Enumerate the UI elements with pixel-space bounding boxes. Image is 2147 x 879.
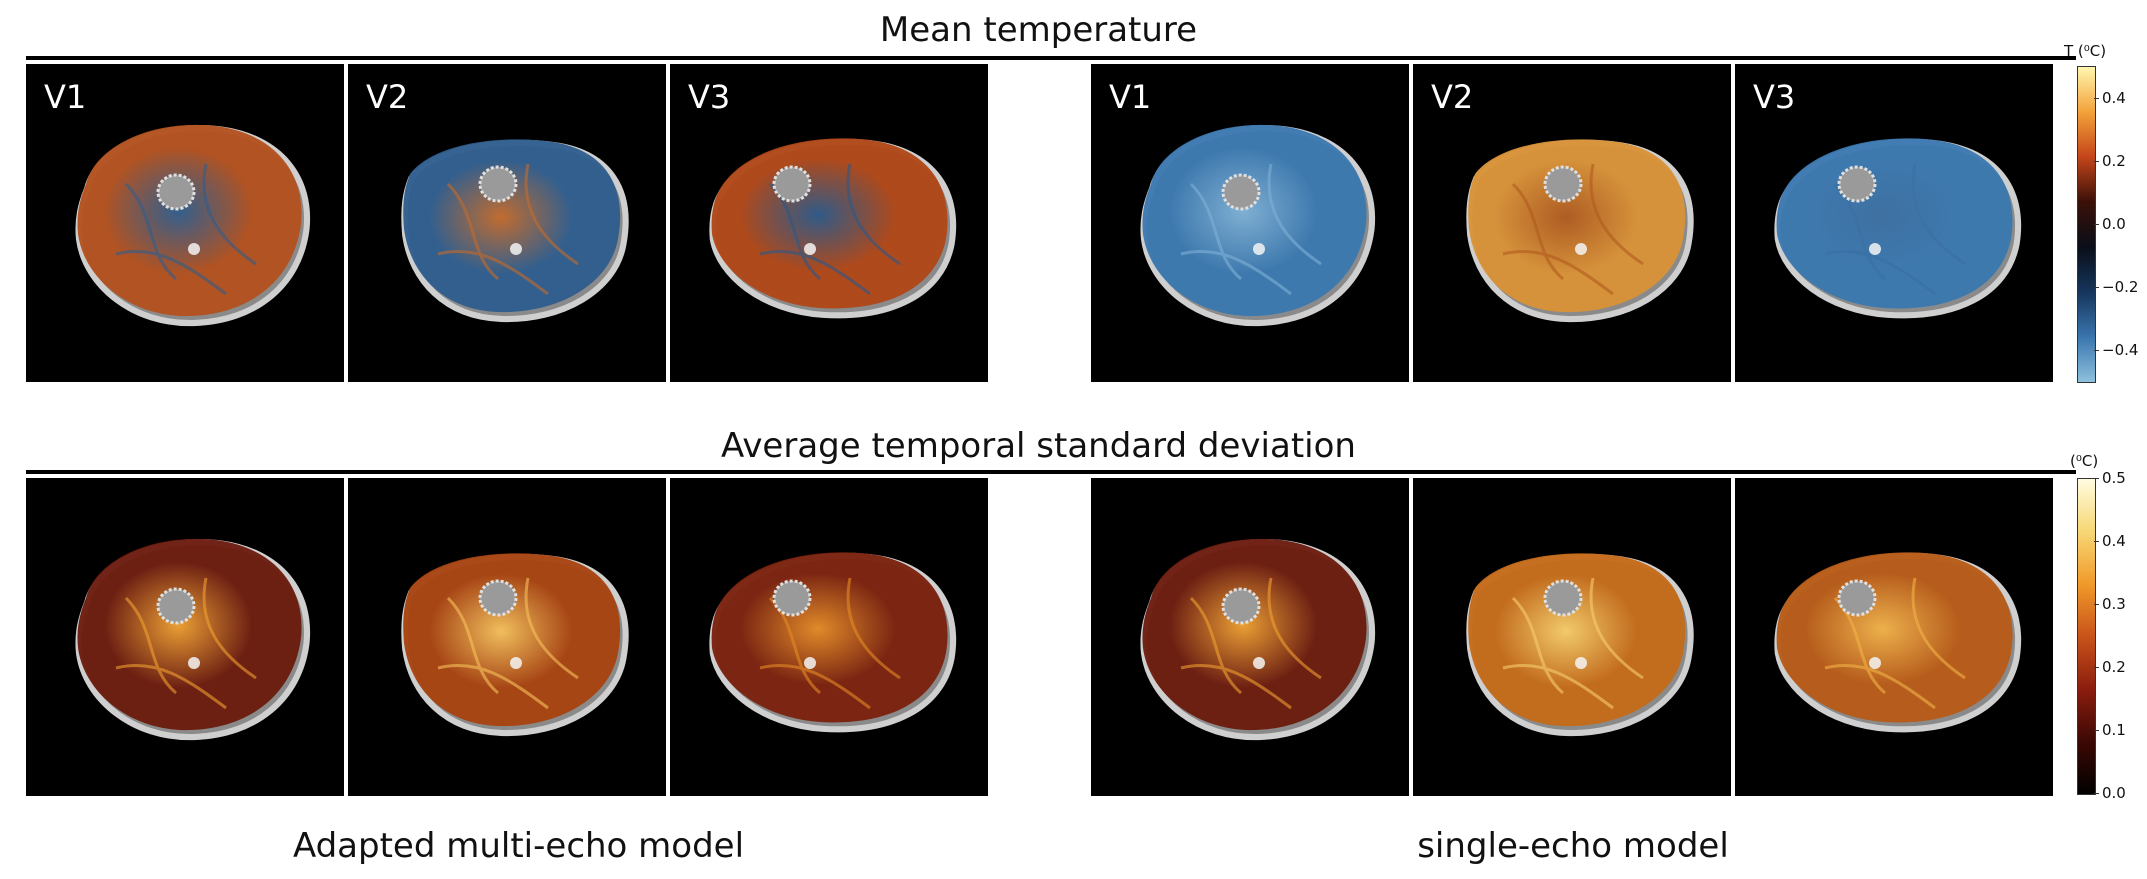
std-colorbar-tick-mark	[2094, 604, 2099, 605]
std-colorbar-tick-label: 0.3	[2102, 595, 2126, 613]
temperature-colorbar-tick-mark	[2094, 286, 2099, 288]
temperature-colorbar-tick-mark	[2094, 97, 2099, 99]
visit-label-v2: V2	[366, 78, 409, 116]
visit-label-v2: V2	[1431, 78, 1474, 116]
std-deviation-title: Average temporal standard deviation	[721, 426, 1356, 466]
temperature-colorbar	[2077, 66, 2096, 383]
std-colorbar-tick-label: 0.2	[2102, 658, 2126, 676]
mean-temperature-panel-single-echo-v3: V3	[1735, 64, 2053, 382]
mean-temperature-panel-single-echo-v1: V1	[1091, 64, 1409, 382]
middle-rule	[26, 470, 2076, 474]
std-deviation-panel-multi-echo-v2	[348, 478, 666, 796]
single-echo-model-label: single-echo model	[1417, 826, 1729, 866]
std-deviation-panel-single-echo-v2	[1413, 478, 1731, 796]
std-deviation-panel-single-echo-v3	[1735, 478, 2053, 796]
temperature-colorbar-tick-mark	[2094, 160, 2099, 162]
std-colorbar-tick-mark	[2094, 793, 2099, 794]
std-colorbar-tick-label: 0.1	[2102, 721, 2126, 739]
std-colorbar-tick-mark	[2094, 541, 2099, 542]
mean-temperature-panel-single-echo-v2: V2	[1413, 64, 1731, 382]
temperature-colorbar-tick-label: −0.4	[2102, 340, 2139, 359]
std-colorbar	[2077, 478, 2096, 795]
temperature-colorbar-tick-label: 0.2	[2102, 151, 2126, 170]
mean-temperature-title: Mean temperature	[879, 10, 1198, 50]
temperature-colorbar-title: T (⁰C)	[2064, 42, 2107, 60]
visit-label-v1: V1	[44, 78, 87, 116]
visit-label-v3: V3	[1753, 78, 1796, 116]
std-colorbar-tick-label: 0.5	[2102, 469, 2126, 487]
temperature-colorbar-tick-label: 0.0	[2102, 214, 2126, 233]
std-colorbar-tick-label: 0.4	[2102, 532, 2126, 550]
mean-temperature-panel-multi-echo-v2: V2	[348, 64, 666, 382]
temperature-colorbar-tick-mark	[2094, 349, 2099, 351]
std-deviation-panel-multi-echo-v1	[26, 478, 344, 796]
std-colorbar-tick-mark	[2094, 667, 2099, 668]
std-deviation-panel-single-echo-v1	[1091, 478, 1409, 796]
mean-temperature-panel-multi-echo-v1: V1	[26, 64, 344, 382]
std-colorbar-title: (⁰C)	[2070, 452, 2099, 470]
temperature-colorbar-tick-label: 0.4	[2102, 88, 2126, 107]
visit-label-v1: V1	[1109, 78, 1152, 116]
std-deviation-panel-multi-echo-v3	[670, 478, 988, 796]
temperature-colorbar-tick-mark	[2094, 223, 2099, 225]
mean-temperature-panel-multi-echo-v3: V3	[670, 64, 988, 382]
std-colorbar-tick-mark	[2094, 730, 2099, 731]
visit-label-v3: V3	[688, 78, 731, 116]
temperature-colorbar-tick-label: −0.2	[2102, 277, 2139, 296]
top-rule	[26, 56, 2076, 60]
std-colorbar-tick-label: 0.0	[2102, 784, 2126, 802]
std-colorbar-tick-mark	[2094, 478, 2099, 479]
multi-echo-model-label: Adapted multi-echo model	[292, 826, 745, 866]
